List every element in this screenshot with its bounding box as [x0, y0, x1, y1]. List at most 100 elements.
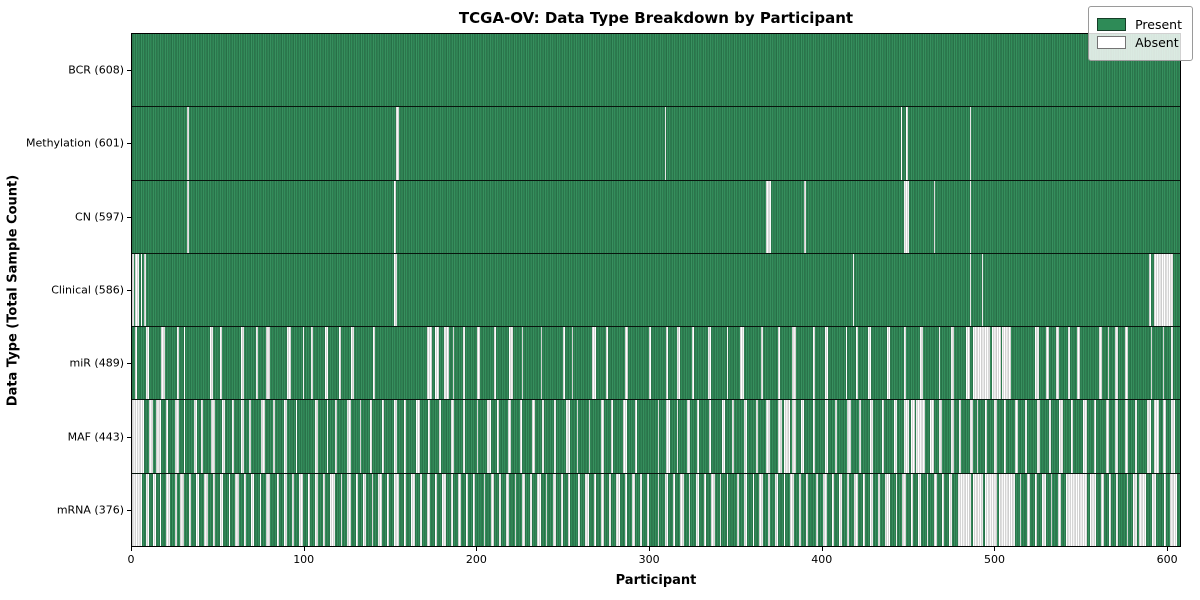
absent-stripe	[261, 400, 265, 473]
y-tick-label: CN (597)	[75, 210, 124, 224]
absent-stripe	[985, 400, 987, 473]
absent-stripe	[676, 400, 679, 473]
legend-entry-present: Present	[1097, 17, 1182, 32]
absent-stripe	[166, 473, 170, 546]
absent-stripe	[428, 400, 431, 473]
absent-stripe	[1036, 400, 1041, 473]
absent-stripe	[387, 473, 389, 546]
absent-stripe	[302, 327, 305, 400]
absent-stripe	[868, 327, 872, 400]
absent-stripe	[664, 107, 667, 180]
absent-stripe	[159, 473, 162, 546]
absent-stripe	[394, 180, 396, 253]
absent-stripe	[175, 400, 179, 473]
absent-stripe	[969, 253, 972, 327]
absent-stripe	[792, 400, 796, 473]
absent-stripe	[426, 473, 431, 546]
absent-stripe	[657, 473, 660, 546]
x-tick-label: 300	[638, 553, 660, 566]
absent-stripe	[1059, 400, 1063, 473]
absent-stripe	[521, 327, 524, 400]
absent-stripe	[926, 473, 929, 546]
absent-stripe	[404, 473, 407, 546]
absent-stripe	[395, 107, 400, 180]
absent-stripe	[969, 107, 972, 180]
absent-stripe	[726, 473, 729, 546]
absent-stripe	[499, 473, 501, 546]
absent-stripe	[195, 473, 200, 546]
absent-stripe	[885, 473, 891, 546]
absent-stripe	[1071, 400, 1074, 473]
absent-stripe	[359, 400, 362, 473]
absent-stripe	[325, 327, 329, 400]
absent-stripe	[149, 400, 153, 473]
absent-stripe	[1147, 400, 1151, 473]
absent-stripe	[609, 473, 612, 546]
absent-stripe	[1090, 473, 1094, 546]
absent-stripe	[900, 107, 903, 180]
absent-stripe	[999, 473, 1015, 546]
absent-stripe	[350, 327, 355, 400]
absent-stripe	[231, 400, 234, 473]
absent-stripe	[824, 400, 829, 473]
absent-stripe	[144, 253, 146, 327]
y-tick-mark	[127, 143, 131, 145]
y-tick-label: Methylation (601)	[26, 136, 124, 150]
absent-stripe	[213, 473, 215, 546]
absent-stripe	[704, 473, 706, 546]
absent-stripe	[1109, 473, 1112, 546]
absent-stripe	[307, 473, 310, 546]
absent-stripe	[457, 473, 462, 546]
absent-stripe	[419, 473, 422, 546]
absent-stripe	[1076, 327, 1081, 400]
x-tick-label: 100	[293, 553, 315, 566]
absent-stripe	[838, 473, 843, 546]
absent-stripe	[904, 400, 910, 473]
absent-stripe	[800, 400, 805, 473]
absent-stripe	[624, 327, 629, 400]
absent-stripe	[295, 400, 298, 473]
absent-stripe	[831, 473, 834, 546]
absent-stripe	[450, 473, 453, 546]
absent-stripe	[292, 473, 295, 546]
absent-stripe	[1124, 327, 1129, 400]
absent-stripe	[442, 473, 446, 546]
absent-stripe	[187, 180, 189, 253]
absent-stripe	[566, 400, 570, 473]
absent-stripe	[904, 327, 906, 400]
absent-stripe	[823, 473, 827, 546]
absent-stripe	[1066, 473, 1087, 546]
absent-stripe	[611, 400, 613, 473]
absent-stripe	[476, 327, 481, 400]
x-tick-label: 0	[127, 553, 135, 566]
absent-stripe	[561, 473, 563, 546]
absent-stripe	[1114, 327, 1118, 400]
absent-stripe	[219, 473, 224, 546]
absent-stripe	[845, 327, 848, 400]
absent-stripe	[266, 327, 270, 400]
absent-stripe	[623, 400, 627, 473]
absent-stripe	[1045, 327, 1049, 400]
absent-stripe	[666, 400, 670, 473]
absent-stripe	[188, 473, 191, 546]
absent-stripe	[259, 473, 262, 546]
absent-stripe	[790, 473, 794, 546]
absent-stripe	[552, 473, 557, 546]
absent-stripe	[506, 473, 510, 546]
absent-stripe	[340, 473, 343, 546]
absent-swatch-icon	[1097, 36, 1127, 49]
absent-stripe	[394, 253, 398, 327]
absent-stripe	[194, 400, 198, 473]
absent-stripe	[1126, 473, 1129, 546]
absent-stripe	[228, 473, 231, 546]
y-tick-label: Clinical (586)	[51, 283, 124, 297]
absent-stripe	[783, 473, 786, 546]
absent-stripe	[878, 473, 881, 546]
absent-stripe	[911, 400, 915, 473]
absent-stripe	[886, 327, 891, 400]
absent-stripe	[530, 473, 532, 546]
absent-stripe	[911, 473, 913, 546]
absent-stripe	[1024, 400, 1027, 473]
absent-stripe	[1042, 473, 1046, 546]
absent-stripe	[180, 473, 184, 546]
